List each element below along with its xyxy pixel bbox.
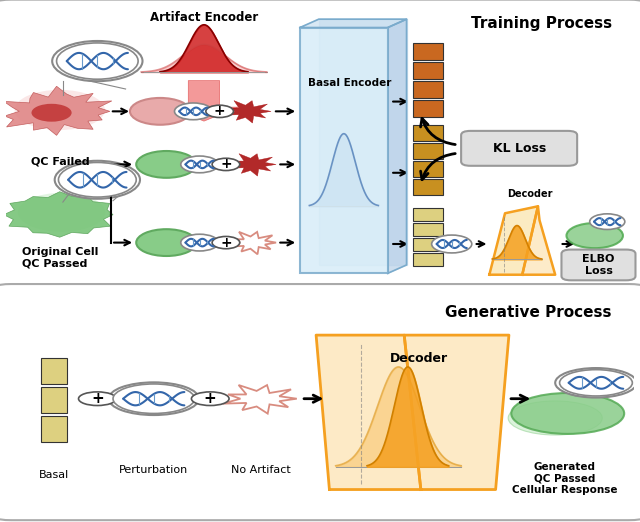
Polygon shape: [316, 335, 421, 490]
Polygon shape: [300, 19, 406, 28]
Text: Basal: Basal: [39, 470, 69, 480]
Circle shape: [52, 41, 143, 81]
Polygon shape: [170, 80, 239, 121]
Circle shape: [136, 229, 196, 256]
Text: +: +: [214, 104, 225, 118]
Bar: [413, 208, 443, 221]
Text: Basal Encoder: Basal Encoder: [308, 78, 392, 88]
Polygon shape: [404, 335, 509, 490]
Circle shape: [31, 104, 72, 122]
Circle shape: [58, 162, 136, 197]
Circle shape: [79, 392, 116, 406]
Text: Training Process: Training Process: [470, 16, 612, 31]
Text: Decoder: Decoder: [508, 189, 553, 199]
Polygon shape: [229, 153, 276, 176]
Text: +: +: [220, 158, 232, 171]
FancyBboxPatch shape: [0, 0, 640, 291]
Bar: [413, 223, 443, 236]
Circle shape: [56, 43, 138, 79]
Circle shape: [191, 392, 229, 406]
Text: Decoder: Decoder: [390, 352, 448, 365]
Bar: [413, 238, 443, 251]
Text: ELBO
Loss: ELBO Loss: [582, 254, 614, 276]
Circle shape: [15, 90, 105, 130]
Circle shape: [130, 98, 190, 125]
Circle shape: [54, 161, 140, 199]
Text: +: +: [220, 235, 232, 250]
Polygon shape: [490, 206, 538, 275]
Circle shape: [113, 384, 195, 413]
Circle shape: [175, 103, 212, 120]
Polygon shape: [388, 19, 406, 274]
Bar: [41, 387, 67, 413]
Polygon shape: [224, 101, 271, 123]
Bar: [413, 43, 443, 60]
Polygon shape: [4, 86, 112, 135]
Circle shape: [511, 393, 624, 434]
Polygon shape: [319, 19, 406, 265]
Bar: [413, 125, 443, 141]
Circle shape: [180, 234, 218, 251]
Bar: [41, 416, 67, 442]
Circle shape: [589, 214, 625, 230]
Bar: [413, 143, 443, 159]
Circle shape: [18, 193, 106, 232]
Circle shape: [508, 401, 602, 435]
Circle shape: [180, 156, 218, 173]
Polygon shape: [522, 206, 556, 275]
Polygon shape: [4, 192, 113, 237]
Bar: [41, 358, 67, 384]
Circle shape: [136, 151, 196, 178]
Text: QC Failed: QC Failed: [31, 157, 90, 167]
Circle shape: [212, 158, 240, 171]
Circle shape: [212, 236, 240, 249]
FancyBboxPatch shape: [0, 284, 640, 520]
Circle shape: [206, 105, 234, 117]
Text: +: +: [204, 391, 216, 406]
Bar: [413, 253, 443, 266]
Text: +: +: [91, 391, 104, 406]
Text: Perturbation: Perturbation: [119, 465, 188, 475]
Bar: [413, 81, 443, 98]
Bar: [300, 28, 388, 274]
Circle shape: [566, 223, 623, 248]
Bar: [413, 161, 443, 177]
Text: Artifact Encoder: Artifact Encoder: [150, 11, 258, 25]
Text: Generated
QC Passed
Cellular Response: Generated QC Passed Cellular Response: [512, 461, 618, 495]
Circle shape: [109, 382, 199, 415]
Circle shape: [559, 370, 632, 396]
Bar: [413, 62, 443, 79]
Text: KL Loss: KL Loss: [493, 142, 546, 155]
FancyBboxPatch shape: [461, 131, 577, 166]
Bar: [413, 100, 443, 117]
Text: No Artifact: No Artifact: [230, 465, 291, 475]
Circle shape: [431, 235, 472, 253]
Circle shape: [555, 368, 637, 398]
Text: Original Cell
QC Passed: Original Cell QC Passed: [22, 247, 99, 269]
FancyBboxPatch shape: [561, 250, 636, 280]
Text: Generative Process: Generative Process: [445, 305, 612, 320]
Bar: [413, 179, 443, 195]
